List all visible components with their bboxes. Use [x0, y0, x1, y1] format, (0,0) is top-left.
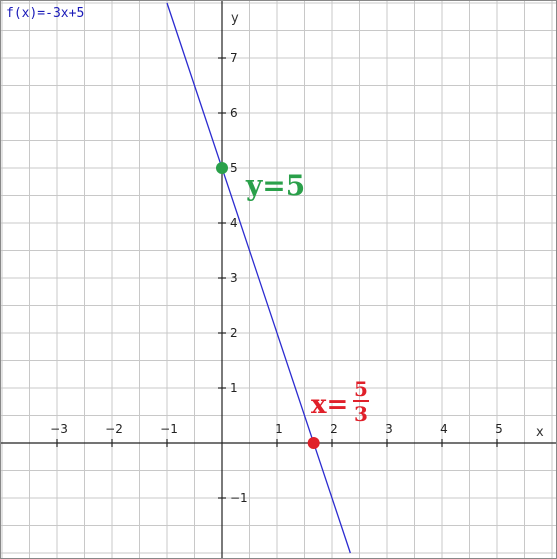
x-tick-label: −2	[105, 422, 123, 436]
x-tick-label: 5	[495, 422, 503, 436]
x-tick-label: 4	[440, 422, 448, 436]
x-tick-label: 3	[385, 422, 393, 436]
x-tick-label: 2	[330, 422, 338, 436]
x-tick-label: −1	[160, 422, 178, 436]
x-tick-label: −3	[50, 422, 68, 436]
y-tick-label: 5	[230, 161, 238, 175]
x-intercept-denominator: 3	[354, 402, 368, 426]
y-axis-label: y	[231, 11, 239, 26]
y-tick-label: 4	[230, 216, 238, 230]
x-intercept-point	[308, 437, 320, 449]
y-tick-label: −1	[230, 491, 248, 505]
function-label: f(x)=-3x+5	[6, 6, 84, 21]
x-tick-label: 1	[275, 422, 283, 436]
x-intercept-numerator: 5	[354, 377, 368, 401]
y-tick-label: 6	[230, 106, 238, 120]
x-intercept-prefix: x=	[311, 390, 348, 420]
y-tick-label: 1	[230, 381, 238, 395]
y-intercept-annotation: y=5	[245, 169, 305, 202]
x-axis-label: x	[536, 425, 544, 440]
y-tick-label: 3	[230, 271, 238, 285]
y-intercept-point	[216, 162, 228, 174]
y-tick-label: 2	[230, 326, 238, 340]
y-tick-label: 7	[230, 51, 238, 65]
